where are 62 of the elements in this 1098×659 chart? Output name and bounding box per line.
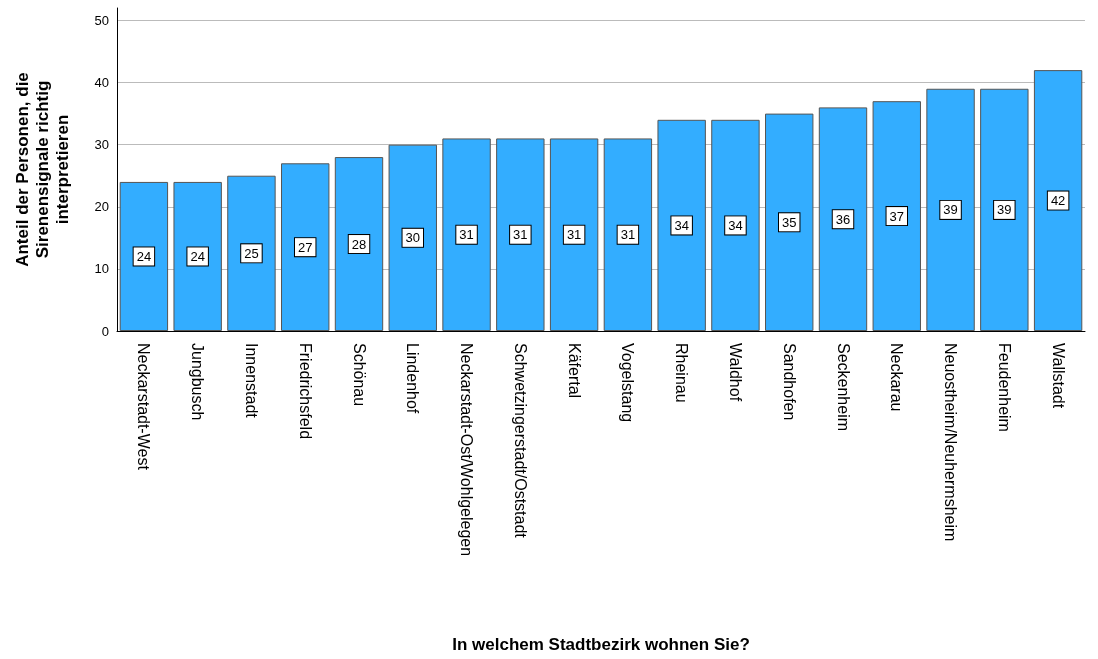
x-tick-label: Innenstadt <box>242 343 260 419</box>
x-tick-label: Wallstadt <box>1049 343 1067 409</box>
bar <box>926 88 975 331</box>
x-tick-label: Neckarstadt-West <box>135 343 153 471</box>
x-tick-label: Feudenheim <box>995 343 1013 432</box>
y-tick-label: 50 <box>94 12 109 28</box>
bar <box>334 157 384 331</box>
data-label: 34 <box>674 217 689 233</box>
bar <box>765 113 814 331</box>
data-label: 37 <box>889 208 905 224</box>
bar <box>818 107 868 331</box>
x-tick-label: Vogelstang <box>619 343 637 423</box>
bar <box>603 138 653 331</box>
bar <box>281 163 330 331</box>
data-label: 42 <box>1050 193 1066 209</box>
bar <box>442 138 491 331</box>
bar <box>872 101 921 331</box>
data-label: 31 <box>620 227 636 243</box>
x-tick-label: Rheinau <box>673 343 691 403</box>
bar <box>549 138 599 331</box>
x-tick-label: Schwetzingerstadt/Oststadt <box>511 343 529 539</box>
bar <box>711 119 760 331</box>
x-tick-label: Neckarstadt-Ost/Wohlgelegen <box>458 343 476 557</box>
x-tick-label: Waldhof <box>726 343 744 402</box>
bar <box>496 138 545 331</box>
data-label: 35 <box>781 214 797 230</box>
x-tick-label: Jungbusch <box>189 343 207 421</box>
y-axis-title: Anteil der Personen, die Sirenensignale richtig interpretieren <box>12 72 72 267</box>
bar <box>388 144 437 331</box>
data-label: 30 <box>405 230 421 246</box>
x-tick-label: Käfertal <box>565 343 583 399</box>
data-label: 31 <box>513 227 528 243</box>
bar <box>980 88 1029 331</box>
data-label: 31 <box>566 227 582 243</box>
bar <box>657 119 706 331</box>
x-tick-label: Neckarau <box>888 343 906 412</box>
x-tick-label: Lindenhof <box>404 343 422 414</box>
x-tick-label: Seckenheim <box>834 343 852 432</box>
bar <box>1033 70 1083 331</box>
y-tick-label: 10 <box>94 261 109 277</box>
data-label: 28 <box>351 236 367 252</box>
x-tick-label: Neuostheim/Neuhermsheim <box>942 343 960 542</box>
data-label: 39 <box>943 202 958 218</box>
data-label: 24 <box>190 248 205 264</box>
data-label: 39 <box>997 202 1012 218</box>
y-tick-label: 0 <box>101 323 109 339</box>
data-label: 27 <box>297 239 313 255</box>
data-label: 24 <box>136 248 152 264</box>
data-label: 31 <box>459 227 474 243</box>
x-tick-label: Friedrichsfeld <box>296 343 314 440</box>
y-tick-label: 20 <box>94 199 109 215</box>
data-label: 25 <box>244 245 259 261</box>
data-label: 36 <box>835 211 851 227</box>
bar <box>119 181 169 331</box>
x-tick-label: Schönau <box>350 343 368 407</box>
bar <box>173 181 222 331</box>
y-tick-label: 30 <box>94 137 109 153</box>
bar <box>227 175 276 331</box>
x-axis-title: In welchem Stadtbezirk wohnen Sie? <box>452 635 750 654</box>
y-tick-label: 40 <box>94 75 109 91</box>
data-label: 34 <box>728 217 743 233</box>
x-tick-label: Sandhofen <box>780 343 798 421</box>
